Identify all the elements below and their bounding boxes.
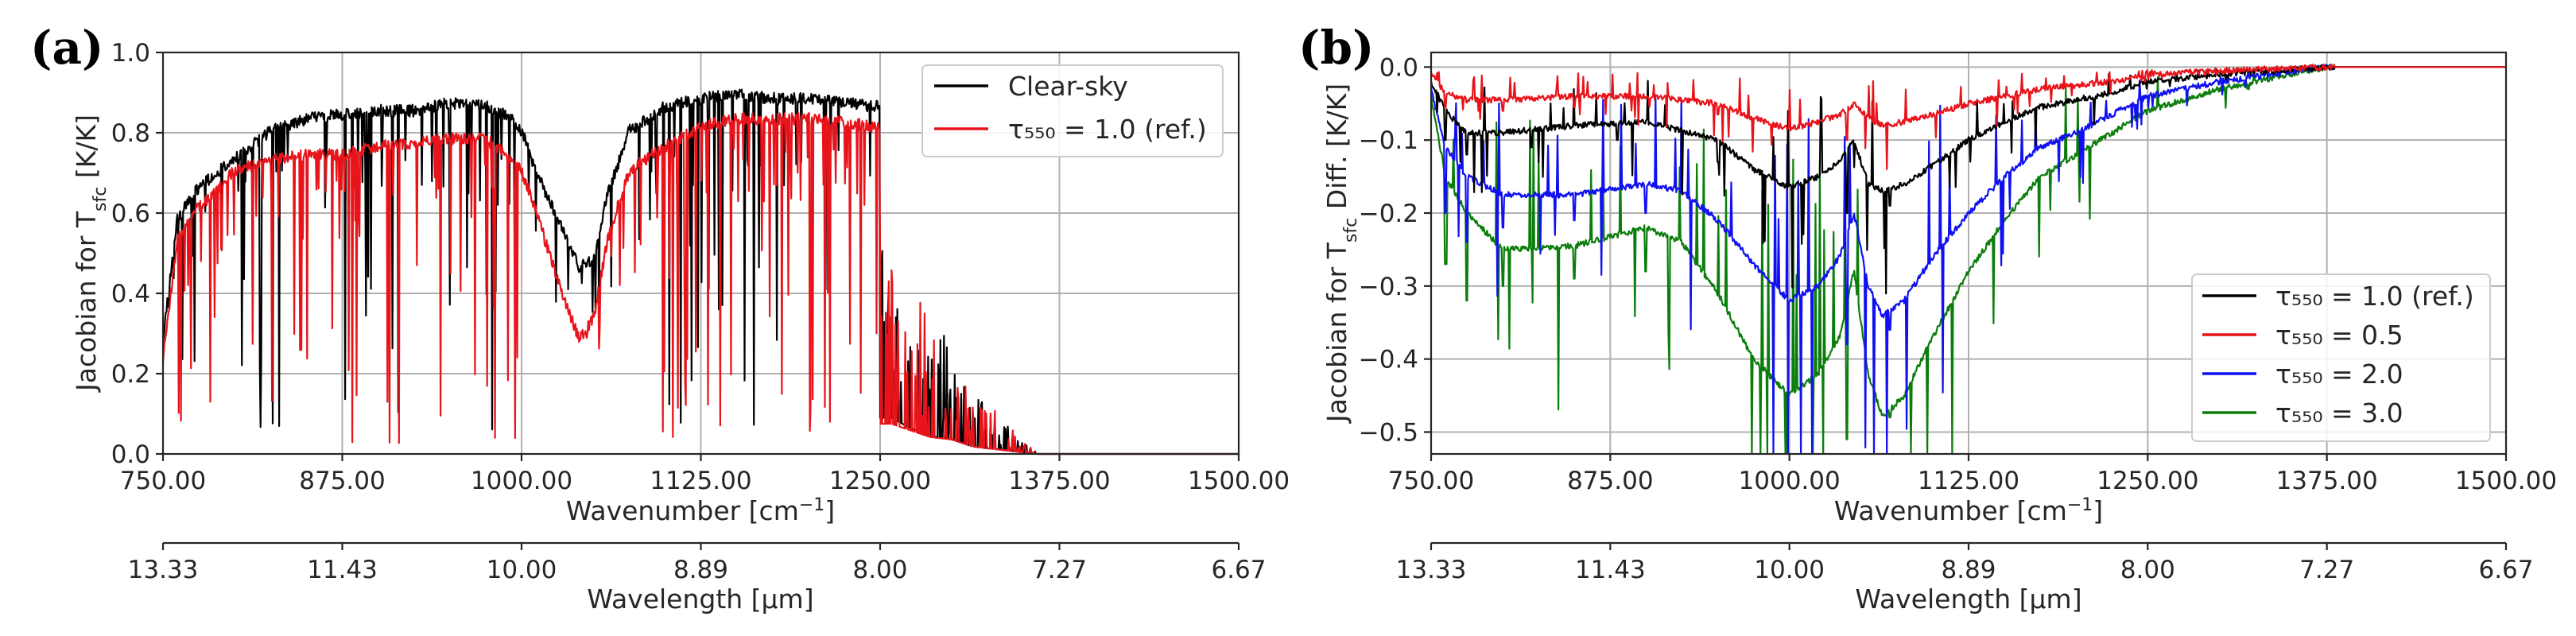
x-tick-label: 1000.00 [471, 467, 572, 495]
y-tick-label: 0.0 [1379, 53, 1418, 82]
x-tick-label: 1000.00 [1739, 467, 1841, 495]
panel-b-x-ticks: 750.00 875.00 1000.00 1125.00 1250.00 1375.00… [1388, 454, 2557, 495]
x-tick-label: 1250.00 [2097, 467, 2198, 495]
series-line-tau-0-5 [1430, 63, 2506, 170]
panel-a-y-ticks: 0.0 0.2 0.4 0.6 0.8 1.0 [111, 39, 163, 469]
y-tick-label: 0.6 [111, 200, 150, 228]
panel-a-legend: Clear-sky τ₅₅₀ = 1.0 (ref.) [921, 64, 1224, 157]
x-tick-label: 875.00 [299, 467, 385, 495]
y-tick-label: −0.3 [1359, 273, 1418, 301]
x-tick-label: 1375.00 [2276, 467, 2378, 495]
panel-b-legend-label-tau-0-5: τ₅₅₀ = 0.5 [2275, 320, 2403, 351]
x-tick-label: 1375.00 [1008, 467, 1110, 495]
panel-b-secondary-x-ticks: 13.33 11.43 10.00 8.89 8.00 7.27 6.67 [1396, 543, 2534, 584]
x2-tick-label: 8.89 [1941, 556, 1996, 584]
y-tick-label: 0.2 [111, 360, 150, 389]
x2-tick-label: 8.00 [2120, 556, 2175, 584]
x2-tick-label: 11.43 [1575, 556, 1646, 584]
y-tick-label: −0.5 [1359, 418, 1418, 447]
x2-tick-label: 6.67 [2478, 556, 2533, 584]
panel-b-secondary-x-axis-label: Wavelength [μm] [1855, 584, 2081, 615]
y-tick-label: 0.8 [111, 119, 150, 148]
y-tick-label: −0.2 [1359, 200, 1418, 228]
panel-b-legend-label-ref: τ₅₅₀ = 1.0 (ref.) [2275, 281, 2474, 312]
panel-b-x-axis-label: Wavenumber [cm−1] [1834, 495, 2103, 527]
x2-tick-label: 10.00 [1754, 556, 1825, 584]
x2-tick-label: 7.27 [2299, 556, 2354, 584]
panel-b-legend-label-tau-3-0: τ₅₅₀ = 3.0 [2275, 398, 2403, 429]
panel-a-secondary-x-axis-label: Wavelength [μm] [587, 584, 813, 615]
x2-tick-label: 8.00 [852, 556, 907, 584]
panel-b-y-axis-label: Jacobian for Tsfc Diff. [K/K] [1321, 83, 1361, 424]
panel-b-y-ticks: −0.5 −0.4 −0.3 −0.2 −0.1 0.0 [1359, 53, 1431, 447]
x-tick-label: 1250.00 [829, 467, 931, 495]
panel-b-legend: τ₅₅₀ = 1.0 (ref.) τ₅₅₀ = 0.5 τ₅₅₀ = 2.0 … [2191, 273, 2491, 442]
x2-tick-label: 8.89 [673, 556, 728, 584]
panel-a-y-axis-label: Jacobian for Tsfc [K/K] [71, 114, 111, 393]
panel-a-secondary-x-ticks: 13.33 11.43 10.00 8.89 8.00 7.27 6.67 [128, 543, 1267, 584]
panel-a-legend-label-ref: τ₅₅₀ = 1.0 (ref.) [1008, 114, 1207, 145]
x2-tick-label: 11.43 [307, 556, 378, 584]
panel-b-letter: (b) [1298, 21, 1374, 75]
panel-a-x-axis-label: Wavenumber [cm−1] [566, 495, 835, 527]
panel-a-legend-label-clear-sky: Clear-sky [1008, 71, 1128, 102]
panel-a-legend-box [921, 64, 1224, 157]
y-tick-label: 0.0 [111, 440, 150, 469]
x2-tick-label: 10.00 [487, 556, 557, 584]
panel-a-x-ticks: 750.00 875.00 1000.00 1125.00 1250.00 1375.00… [120, 454, 1290, 495]
panel-b-legend-box [2191, 273, 2491, 442]
x2-tick-label: 6.67 [1211, 556, 1266, 584]
x-tick-label: 1125.00 [650, 467, 751, 495]
y-tick-label: −0.4 [1359, 346, 1418, 374]
panel-a-letter: (a) [30, 21, 103, 75]
x-tick-label: 750.00 [1388, 467, 1474, 495]
x2-tick-label: 7.27 [1032, 556, 1087, 584]
x-tick-label: 875.00 [1567, 467, 1653, 495]
x2-tick-label: 13.33 [1396, 556, 1467, 584]
y-tick-label: −0.1 [1359, 126, 1418, 155]
panel-a: (a) 0.0 0.2 0.4 0.6 0.8 1.0 750.00 875.00 1000.… [30, 21, 1290, 615]
x-tick-label: 1500.00 [2455, 467, 2557, 495]
panel-b-plot-area [1430, 63, 2506, 456]
y-tick-label: 0.4 [111, 280, 150, 308]
x2-tick-label: 13.33 [128, 556, 199, 584]
x-tick-label: 1125.00 [1918, 467, 2019, 495]
panel-b-legend-label-tau-2-0: τ₅₅₀ = 2.0 [2275, 359, 2403, 390]
x-tick-label: 1500.00 [1188, 467, 1290, 495]
panel-b: (b) −0.5 −0.4 −0.3 −0.2 −0.1 0.0 750.00 875.00… [1298, 21, 2557, 615]
x-tick-label: 750.00 [120, 467, 206, 495]
y-tick-label: 1.0 [111, 39, 150, 68]
